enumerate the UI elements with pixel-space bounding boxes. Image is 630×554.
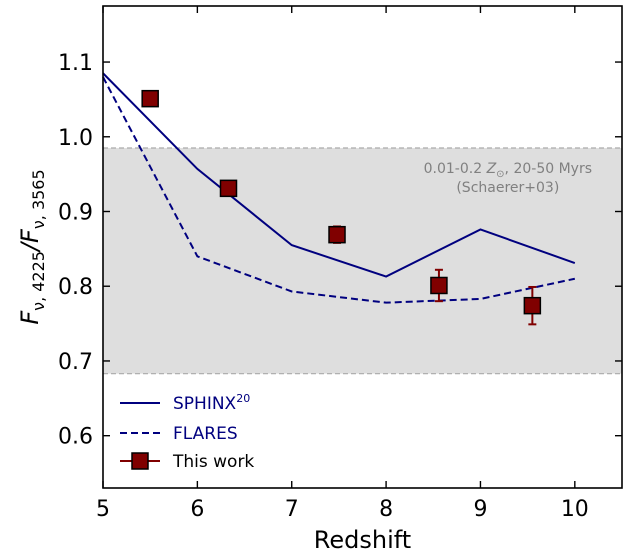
x-axis-label: Redshift	[314, 526, 411, 554]
series-line-flares	[102, 76, 576, 304]
legend-this-work-marker	[131, 452, 149, 470]
legend-this-work-label: This work	[172, 452, 254, 472]
data-point-marker	[523, 296, 542, 315]
legend: SPHINX20 FLARES This work	[120, 392, 254, 472]
x-tick-label: 5	[96, 497, 110, 522]
data-point-marker	[430, 276, 448, 295]
y-tick-label: 0.9	[58, 201, 93, 226]
y-tick-label: 0.8	[58, 275, 93, 300]
x-tick-label: 9	[473, 497, 487, 522]
tick-layer: 5 6 7 8 9 10 0.6 0.7 0.8 0.9 1.0 1.1	[58, 6, 622, 522]
band-label-line2: (Schaerer+03)	[456, 180, 559, 196]
y-tick-label: 1.1	[58, 51, 93, 76]
x-tick-label: 8	[379, 497, 393, 522]
reference-band	[103, 147, 622, 374]
series-line-sphinx	[102, 72, 576, 278]
data-point-marker	[328, 225, 346, 244]
y-axis-label: Fν, 4225/Fν, 3565	[16, 169, 48, 324]
legend-flares-label: FLARES	[173, 424, 238, 444]
x-tick-label: 7	[285, 497, 299, 522]
reference-band-layer	[103, 147, 622, 375]
band-label-line1: 0.01-0.2 Z⊙, 20-50 Myrs	[424, 161, 592, 180]
x-tick-label: 6	[190, 497, 204, 522]
data-point-marker	[219, 179, 238, 198]
x-tick-label: 10	[561, 497, 589, 522]
marker-layer	[141, 89, 542, 326]
y-tick-label: 0.6	[58, 425, 93, 450]
legend-sphinx-label: SPHINX20	[173, 392, 250, 414]
data-point-marker	[141, 89, 159, 108]
y-tick-label: 0.7	[58, 350, 93, 375]
plot-frame	[102, 5, 623, 489]
series-layer	[102, 72, 576, 304]
y-tick-label: 1.0	[58, 126, 93, 151]
